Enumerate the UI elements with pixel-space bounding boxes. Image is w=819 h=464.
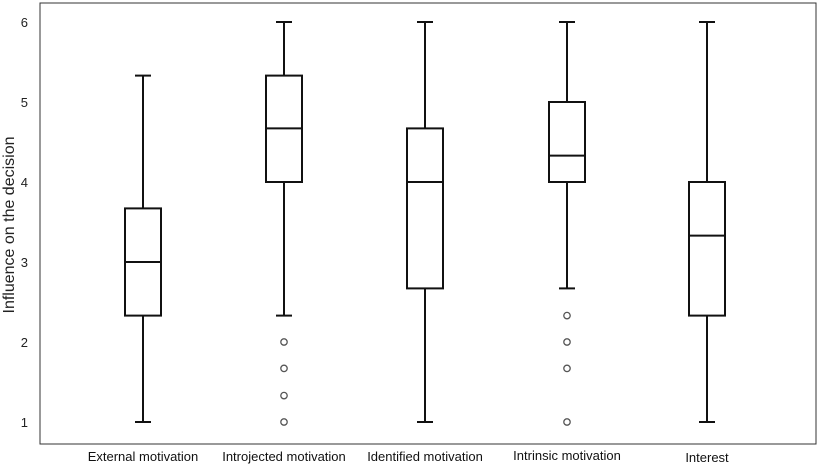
box-group	[548, 21, 586, 426]
outlier-point	[563, 418, 571, 426]
y-tick-label: 6	[21, 15, 28, 30]
y-axis-ticks: 1 2 3 4 5 6	[21, 15, 28, 430]
y-axis-title: Influence on the decision	[1, 136, 18, 313]
box-group	[688, 21, 726, 423]
x-category-label: Intrinsic motivation	[513, 448, 621, 463]
outlier-point	[280, 418, 288, 426]
box-group	[406, 21, 444, 423]
x-category-label: External motivation	[88, 449, 199, 464]
outlier-point	[280, 364, 288, 373]
outlier-point	[563, 364, 571, 373]
outlier-point	[563, 338, 571, 346]
outlier-point	[280, 391, 288, 400]
x-category-label: Identified motivation	[367, 449, 483, 464]
x-category-label: Introjected motivation	[222, 449, 346, 464]
outlier-point	[563, 311, 571, 320]
iqr-box	[406, 127, 444, 290]
outlier-point	[280, 338, 288, 346]
plot-frame	[39, 2, 817, 445]
y-tick-label: 5	[21, 95, 28, 110]
iqr-box	[688, 181, 726, 317]
box-group	[124, 74, 162, 423]
box-series	[124, 21, 726, 426]
x-category-label: Interest	[685, 450, 729, 464]
y-tick-label: 2	[21, 335, 28, 350]
iqr-box	[548, 101, 586, 183]
x-axis-labels: External motivation Introjected motivatio…	[88, 448, 729, 464]
box-group	[265, 21, 303, 426]
y-tick-label: 3	[21, 255, 28, 270]
y-tick-label: 4	[21, 175, 28, 190]
y-tick-label: 1	[21, 415, 28, 430]
